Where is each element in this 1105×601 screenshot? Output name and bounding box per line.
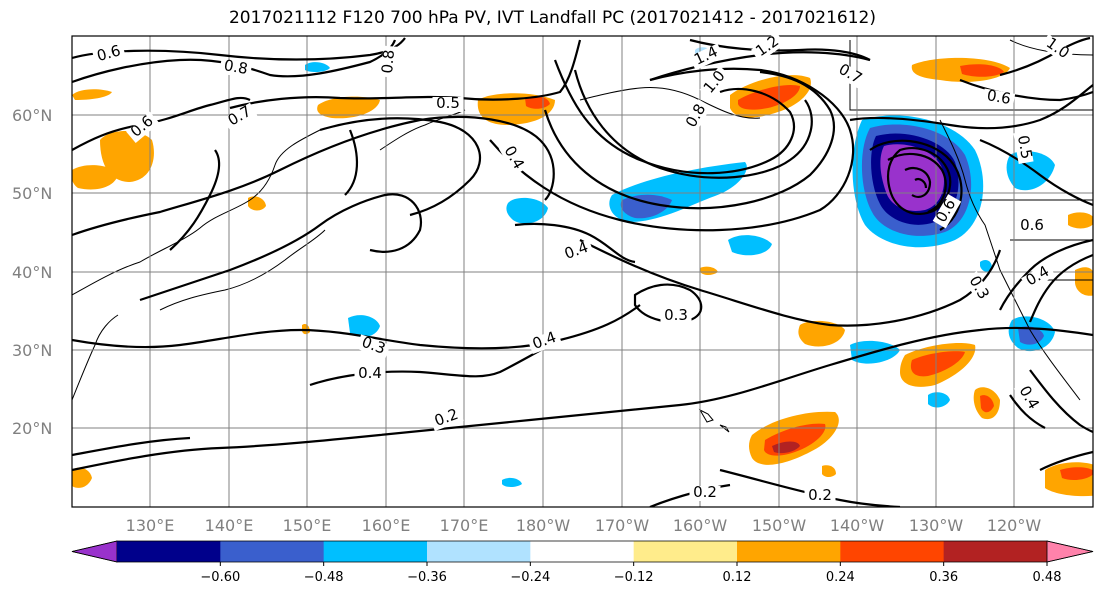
contour-label-bg <box>1040 34 1075 65</box>
colorbar-extend-high <box>1046 540 1094 563</box>
longitude-labels: 130°E 140°E 150°E 160°E 170°E 180°W 170°… <box>126 516 1042 535</box>
contour-label-bg <box>1016 219 1048 234</box>
lat-label-50n: 50°N <box>12 184 52 203</box>
contour-label-bg <box>559 239 594 265</box>
contour-label-bg <box>219 58 253 79</box>
lon-label-180w: 180°W <box>516 516 571 535</box>
contour-label: 0.6 <box>1020 216 1044 234</box>
colorbar-tick-label: −0.48 <box>304 570 344 585</box>
colorbar-tick-label: 0.36 <box>929 570 958 585</box>
colorbar-outline <box>71 540 1094 563</box>
colorbar-tick-label: −0.36 <box>407 570 447 585</box>
contour-label-bg <box>354 367 386 382</box>
graticule <box>72 36 1093 507</box>
lat-label-40n: 40°N <box>12 263 52 282</box>
lon-label-150w: 150°W <box>752 516 807 535</box>
colorbar-tick-label: −0.12 <box>614 570 654 585</box>
contour-label-bg <box>498 141 528 176</box>
contour-label-bg <box>1021 262 1056 292</box>
pv-ivt-shading <box>72 47 1093 497</box>
map-border <box>71 35 1094 508</box>
contour-label-bg <box>689 43 724 71</box>
contour-label-bg <box>982 88 1016 109</box>
colorbar-extend-low <box>71 540 118 563</box>
contour-label-bg <box>932 194 962 229</box>
contour-label-bg <box>223 102 258 132</box>
contour-label-bg <box>804 489 836 504</box>
colorbar-segment <box>427 541 531 562</box>
contour-label-bg <box>1013 381 1043 416</box>
colorbar-ticks: −0.60 −0.48 −0.36 −0.24 −0.12 0.12 0.24 0.36 0.4… <box>200 562 1062 585</box>
contour-label-bg <box>92 43 127 66</box>
contour-label-bg <box>682 99 712 134</box>
lon-label-160w: 160°W <box>673 516 728 535</box>
contour-label: 0.2 <box>693 483 717 501</box>
colorbar-segment <box>323 541 428 562</box>
colorbar-tick-label: 0.12 <box>723 570 752 585</box>
contour-label-bg <box>432 97 464 112</box>
colorbar-tick-label: −0.24 <box>510 570 550 585</box>
contour-label-bg <box>527 329 562 355</box>
latitude-labels: 60°N 50°N 40°N 30°N 20°N <box>12 106 52 438</box>
contour-label-bg <box>963 271 993 306</box>
map-title: 2017021112 F120 700 hPa PV, IVT Landfall… <box>228 8 876 28</box>
lat-label-20n: 20°N <box>12 419 52 438</box>
colorbar-segment <box>117 541 221 562</box>
contour-label-bg <box>1013 130 1034 164</box>
contour-label: 0.2 <box>808 486 832 504</box>
contour-label: 0.5 <box>1014 134 1036 161</box>
contour-label: 0.3 <box>664 306 688 324</box>
lon-label-130e: 130°E <box>126 516 175 535</box>
lat-label-60n: 60°N <box>12 106 52 125</box>
colorbar-tick-label: 0.24 <box>826 570 855 585</box>
lon-label-150e: 150°E <box>283 516 332 535</box>
colorbar-segment <box>220 541 325 562</box>
lon-label-120w: 120°W <box>987 516 1042 535</box>
lon-label-140e: 140°E <box>205 516 254 535</box>
lon-label-170e: 170°E <box>440 516 489 535</box>
contour-label-bg <box>126 111 160 144</box>
colorbar-segment <box>840 541 945 562</box>
colorbar-segment <box>633 541 738 562</box>
lon-label-160e: 160°E <box>362 516 411 535</box>
coastlines <box>72 39 1093 433</box>
colorbar-segment <box>737 541 841 562</box>
colorbar-segment <box>943 541 1048 562</box>
contour-label: 0.6 <box>986 86 1013 108</box>
contour-label: 0.8 <box>378 49 398 74</box>
colorbar-tick-label: 0.48 <box>1033 570 1062 585</box>
contour-label: 0.4 <box>358 364 382 382</box>
contour-label-bg <box>699 66 732 100</box>
contour-label: 0.8 <box>223 56 250 78</box>
contour-label-bg <box>356 334 391 360</box>
contour-label-bg <box>832 60 867 90</box>
contour-label-bg <box>429 406 464 432</box>
colorbar-tick-label: −0.60 <box>200 570 240 585</box>
lat-label-30n: 30°N <box>12 341 52 360</box>
colorbar-segment <box>530 541 635 562</box>
contour-label: 0.5 <box>436 94 460 112</box>
contour-label-bg <box>380 45 399 78</box>
contour-label-bg <box>689 486 721 501</box>
lon-label-130w: 130°W <box>909 516 964 535</box>
contour-label-bg <box>750 32 785 63</box>
lon-label-170w: 170°W <box>595 516 650 535</box>
colorbar <box>71 540 1094 563</box>
contour-label: 0.6 <box>95 41 123 65</box>
lon-label-140w: 140°W <box>830 516 885 535</box>
contour-label-bg <box>660 309 692 324</box>
